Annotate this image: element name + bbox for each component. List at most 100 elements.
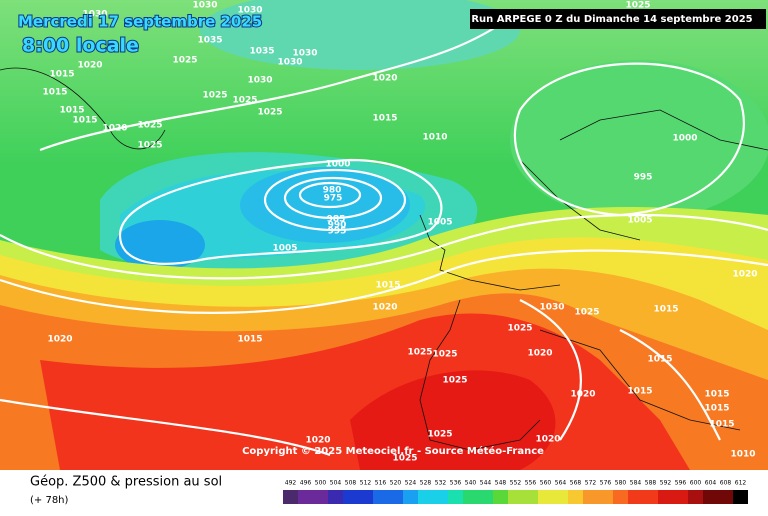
scale-swatch bbox=[688, 490, 703, 504]
scale-swatch bbox=[508, 490, 523, 504]
scale-label: 548 bbox=[495, 480, 507, 487]
scale-label: 540 bbox=[465, 480, 477, 487]
scale-label: 556 bbox=[525, 480, 537, 487]
scale-label: 560 bbox=[540, 480, 552, 487]
scale-swatch bbox=[343, 490, 358, 504]
isobar-label: 1015 bbox=[72, 116, 97, 126]
isobar-label: 1025 bbox=[625, 1, 650, 11]
scale-swatch bbox=[598, 490, 613, 504]
scale-label: 588 bbox=[645, 480, 657, 487]
isobar-label: 1035 bbox=[249, 47, 274, 57]
run-info: Run ARPEGE 0 Z du Dimanche 14 septembre … bbox=[471, 14, 752, 25]
time: 8:00 locale bbox=[22, 35, 139, 57]
scale-swatch bbox=[313, 490, 328, 504]
isobar-label: 1015 bbox=[647, 355, 672, 365]
isobar-label: 1015 bbox=[627, 387, 652, 397]
isobar-label: 1000 bbox=[325, 160, 350, 170]
scale-swatch bbox=[283, 490, 298, 504]
scale-swatch bbox=[628, 490, 643, 504]
scale-swatch bbox=[388, 490, 403, 504]
footer-lead: (+ 78h) bbox=[30, 495, 69, 506]
field bbox=[0, 0, 768, 470]
isobar-label: 1030 bbox=[192, 1, 217, 11]
scale-label: 596 bbox=[675, 480, 687, 487]
isobar-label: 1025 bbox=[407, 348, 432, 358]
scale-label: 516 bbox=[375, 480, 387, 487]
isobar-label: 1005 bbox=[627, 216, 652, 226]
isobar-label: 1025 bbox=[232, 96, 257, 106]
scale-label: 544 bbox=[480, 480, 492, 487]
isobar-label: 1015 bbox=[709, 420, 734, 430]
scale-swatch bbox=[493, 490, 508, 504]
scale-label: 576 bbox=[600, 480, 612, 487]
scale-swatch bbox=[463, 490, 478, 504]
scale-swatch bbox=[433, 490, 448, 504]
isobar-label: 1020 bbox=[102, 124, 127, 134]
scale-label: 520 bbox=[390, 480, 402, 487]
run-box bbox=[470, 9, 766, 29]
isobar-label: 995 bbox=[328, 227, 347, 237]
isobar-label: 1010 bbox=[422, 133, 447, 143]
scale-swatch bbox=[613, 490, 628, 504]
isobar-label: 1015 bbox=[42, 88, 67, 98]
isobar-label: 1030 bbox=[539, 303, 564, 313]
scale-label: 592 bbox=[660, 480, 672, 487]
isobar-label: 1015 bbox=[375, 281, 400, 291]
isobar-label: 1025 bbox=[392, 454, 417, 464]
isobar-label: 1025 bbox=[507, 324, 532, 334]
isobar-label: 1030 bbox=[247, 76, 272, 86]
footer-title: Géop. Z500 & pression au sol bbox=[30, 475, 222, 490]
isobar-label: 1020 bbox=[372, 303, 397, 313]
isobar-label: 1020 bbox=[570, 390, 595, 400]
isobar-label: 1030 bbox=[82, 10, 107, 20]
scale-swatch bbox=[358, 490, 373, 504]
scale-label: 532 bbox=[435, 480, 447, 487]
isobar-label: 1020 bbox=[527, 349, 552, 359]
scale-label: 536 bbox=[450, 480, 462, 487]
isobar-label: 1025 bbox=[172, 56, 197, 66]
scale-swatch bbox=[658, 490, 673, 504]
isobar-label: 1025 bbox=[257, 108, 282, 118]
scale-swatch bbox=[553, 490, 568, 504]
scale-swatch bbox=[403, 490, 418, 504]
isobar-label: 1015 bbox=[704, 390, 729, 400]
isobar-label: 1020 bbox=[535, 435, 560, 445]
isobar-label: 1020 bbox=[732, 270, 757, 280]
scale-swatch bbox=[733, 490, 748, 504]
scale-label: 496 bbox=[300, 480, 312, 487]
isobar-label: 1020 bbox=[77, 61, 102, 71]
scale-swatch bbox=[718, 490, 733, 504]
scale-label: 572 bbox=[585, 480, 597, 487]
isobar-label: 1035 bbox=[197, 36, 222, 46]
scale-swatch bbox=[643, 490, 658, 504]
scale-swatch bbox=[373, 490, 388, 504]
scale-label: 512 bbox=[360, 480, 372, 487]
isobar-label: 1005 bbox=[272, 244, 297, 254]
isobar-label: 1025 bbox=[574, 308, 599, 318]
scale-swatch bbox=[418, 490, 433, 504]
isobar-label: 975 bbox=[324, 194, 343, 204]
scale-swatch bbox=[448, 490, 463, 504]
color-scale: 492 496 500 504 508 512 516 520 524 528 532 536 540 5… bbox=[283, 480, 748, 504]
isobar-label: 1025 bbox=[442, 376, 467, 386]
scale-swatch bbox=[328, 490, 343, 504]
isobar-label: 1015 bbox=[372, 114, 397, 124]
isobar-label: 1010 bbox=[730, 450, 755, 460]
scale-swatch bbox=[703, 490, 718, 504]
isobar-label: 1030 bbox=[292, 49, 317, 59]
isobar-label: 1005 bbox=[427, 218, 452, 228]
scale-swatch bbox=[523, 490, 538, 504]
copyright: Copyright © 2025 Meteociel.fr - Source M… bbox=[242, 445, 544, 457]
isobar-label: 1020 bbox=[372, 74, 397, 84]
isobar-label: 990 bbox=[328, 221, 347, 231]
isobar-label: 1015 bbox=[49, 70, 74, 80]
isobar-label: 1025 bbox=[427, 430, 452, 440]
isobar-label: 1025 bbox=[432, 350, 457, 360]
isobar-label: 1020 bbox=[47, 335, 72, 345]
isobar-label: 1025 bbox=[137, 121, 162, 131]
isobar-label: 1020 bbox=[305, 436, 330, 446]
scale-label: 508 bbox=[345, 480, 357, 487]
isobar-label: 1015 bbox=[704, 404, 729, 414]
